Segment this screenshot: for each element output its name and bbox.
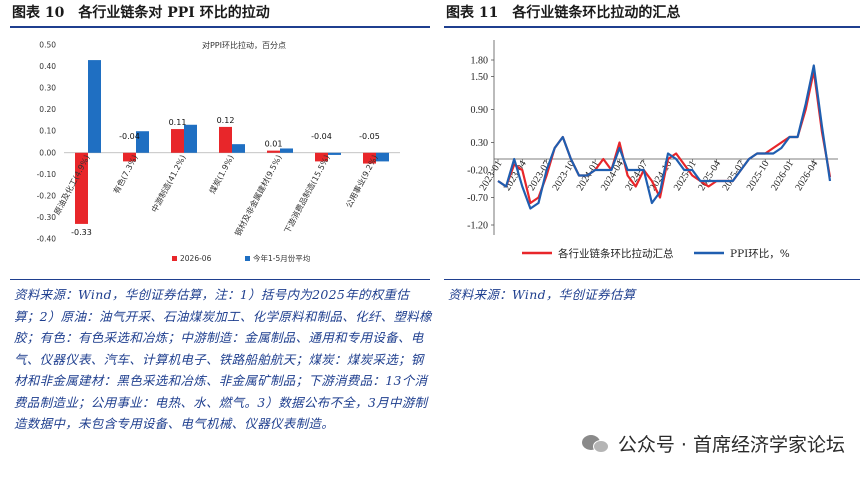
y-tick-label: 0.30: [39, 84, 56, 93]
figure-10-text: 各行业链条对 PPI 环比的拉动: [78, 5, 270, 21]
watermark-text: 公众号 · 首席经济学家论坛: [617, 434, 845, 456]
bar-current: [219, 126, 232, 153]
y-tick-label: 0.50: [39, 41, 56, 50]
y-tick-label: -0.30: [37, 213, 57, 222]
bar-current: [171, 129, 184, 153]
line-chart: 1.801.500.900.30-0.20-0.70-1.202023-0120…: [467, 40, 838, 260]
data-label: 0.12: [217, 116, 235, 125]
bar-average: [88, 60, 101, 153]
bar-chart-subtitle: 对PPI环比拉动，百分点: [202, 40, 286, 50]
y-tick-label: 1.50: [471, 72, 489, 83]
y-tick-label: 0.10: [39, 127, 56, 136]
legend-label: PPI环比，%: [730, 247, 790, 260]
x-tick-label: 2025-01: [672, 159, 699, 193]
divider-right-top: [444, 26, 860, 28]
bar-average: [280, 148, 293, 153]
source-note-left: 资料来源：Wind，华创证券估算，注：1）括号内为2025年的权重估算；2）原油…: [14, 287, 432, 431]
y-tick-label: -0.10: [37, 170, 57, 179]
y-tick-label: 1.80: [471, 56, 489, 67]
data-label: 0.11: [169, 118, 187, 127]
bar-average: [232, 144, 245, 153]
y-tick-label: 0.30: [471, 138, 489, 149]
bar-average: [136, 131, 149, 153]
legend-label: 2026-06: [180, 254, 212, 263]
figure-11-title: 图表 11 各行业链条环比拉动的汇总: [446, 2, 680, 24]
series-line-ppi: [497, 64, 832, 210]
y-tick-label: -1.20: [467, 221, 488, 232]
x-tick-label: 2026-01: [769, 159, 796, 193]
figure-10-title: 图表 10 各行业链条对 PPI 环比的拉动: [12, 2, 270, 24]
y-tick-label: 0.90: [471, 105, 489, 116]
y-tick-label: -0.20: [37, 191, 57, 200]
x-tick-label: 2026-04: [793, 159, 820, 193]
bar-current: [315, 152, 328, 162]
data-label: -0.33: [71, 228, 92, 237]
divider-left-bottom: [10, 279, 430, 280]
divider-left-top: [10, 26, 430, 28]
y-tick-label: 0.40: [39, 62, 56, 71]
data-label: 0.01: [265, 140, 283, 149]
legend-label: 各行业链条环比拉动汇总: [558, 247, 674, 260]
bar-current: [363, 152, 376, 164]
watermark: 公众号 · 首席经济学家论坛: [581, 430, 845, 457]
divider-right-bottom: [444, 279, 860, 280]
x-tick-label: 2025-10: [745, 159, 772, 193]
y-tick-label: -0.20: [467, 166, 488, 177]
figure-11-text: 各行业链条环比拉动的汇总: [512, 5, 681, 21]
legend-swatch: [172, 256, 177, 261]
data-label: -0.05: [359, 132, 380, 141]
bar-current: [267, 150, 280, 153]
data-label: -0.04: [119, 132, 140, 141]
legend-swatch: [245, 256, 250, 261]
wechat-icon: [581, 433, 610, 455]
bar-current: [75, 152, 88, 224]
data-label: -0.04: [311, 132, 332, 141]
bar-chart: 对PPI环比拉动，百分点 0.50 0.40 0.30 0.20 0.10 0.00 -0.1…: [37, 40, 400, 263]
y-tick-label: 0.00: [39, 148, 56, 157]
figure-10-label: 图表 10: [12, 5, 65, 21]
bar-average: [376, 152, 389, 162]
bar-current: [123, 152, 136, 162]
figure-11-label: 图表 11: [446, 5, 499, 21]
y-tick-label: 0.20: [39, 105, 56, 114]
y-tick-label: -0.40: [37, 235, 57, 244]
y-tick-label: -0.70: [467, 193, 488, 204]
x-tick-label: 2025-04: [696, 159, 723, 193]
source-note-right: 资料来源：Wind，华创证券估算: [448, 287, 636, 302]
x-tick-label: 2025-07: [720, 159, 747, 193]
bar-average: [184, 124, 197, 153]
bar-average: [328, 152, 341, 155]
legend-label: 今年1-5月份平均: [253, 253, 310, 263]
